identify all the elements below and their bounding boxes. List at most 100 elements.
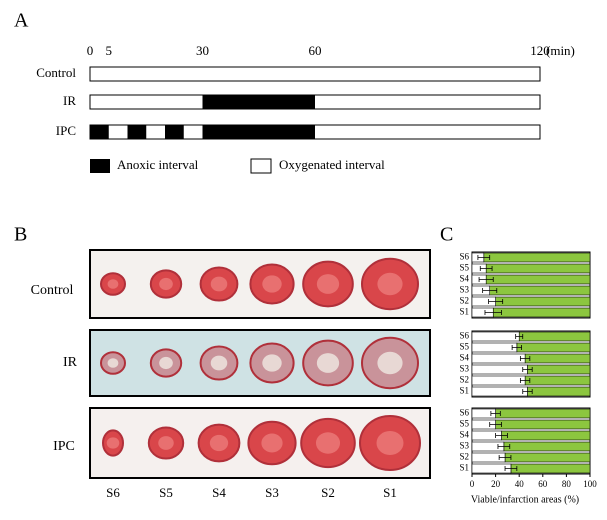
group-label: IR bbox=[63, 355, 78, 370]
heart-slice-core bbox=[158, 436, 174, 450]
viable-bar bbox=[524, 353, 591, 364]
legend-label: Anoxic interval bbox=[117, 157, 199, 172]
panel-label: B bbox=[14, 224, 27, 246]
x-tick-label: 0 bbox=[470, 479, 475, 489]
heart-slice-core bbox=[315, 432, 341, 454]
panel-label: C bbox=[440, 224, 453, 246]
error-bar bbox=[497, 444, 511, 449]
viable-bar bbox=[489, 285, 591, 296]
anoxic-interval bbox=[202, 95, 315, 109]
category-label: S5 bbox=[459, 419, 469, 429]
heart-slice-core bbox=[316, 274, 340, 294]
viable-bar bbox=[485, 263, 591, 274]
category-label: S4 bbox=[459, 274, 469, 284]
error-bar bbox=[495, 433, 508, 438]
time-tick-label: 30 bbox=[196, 43, 209, 58]
viable-bar bbox=[495, 408, 591, 419]
error-bar bbox=[489, 422, 502, 427]
error-bar bbox=[504, 466, 518, 471]
x-tick-label: 20 bbox=[491, 479, 501, 489]
viable-bar bbox=[504, 452, 591, 463]
error-bar bbox=[482, 288, 498, 293]
error-bar bbox=[490, 411, 501, 416]
heart-slice-core bbox=[262, 275, 282, 293]
x-axis-label: Viable/infarction areas (%) bbox=[471, 494, 579, 505]
viable-bar bbox=[501, 430, 591, 441]
unit-label: (min) bbox=[546, 43, 575, 58]
category-label: S1 bbox=[459, 307, 469, 317]
category-label: S3 bbox=[459, 441, 469, 451]
viable-bar bbox=[510, 463, 591, 474]
panel-label: A bbox=[14, 10, 29, 32]
error-bar bbox=[519, 356, 531, 361]
heart-slice-core bbox=[261, 433, 283, 453]
category-label: S3 bbox=[459, 285, 469, 295]
viable-bar bbox=[527, 364, 591, 375]
infarct-bar bbox=[471, 342, 518, 353]
category-label: S4 bbox=[459, 430, 469, 440]
legend-label: Oxygenated interval bbox=[279, 157, 385, 172]
error-bar bbox=[522, 367, 533, 372]
error-bar bbox=[477, 255, 491, 260]
heart-slice-core bbox=[377, 272, 403, 296]
legend-swatch bbox=[250, 158, 272, 174]
time-tick-label: 0 bbox=[87, 43, 94, 58]
plot-frame bbox=[471, 251, 591, 319]
heart-slice-core bbox=[107, 358, 119, 368]
plot-frame bbox=[471, 407, 591, 475]
heart-slice-core bbox=[376, 431, 404, 455]
row-label: IPC bbox=[56, 123, 76, 138]
row-label: IR bbox=[63, 93, 76, 108]
time-tick-label: 5 bbox=[106, 43, 113, 58]
category-label: S3 bbox=[459, 364, 469, 374]
viable-bar bbox=[495, 296, 591, 307]
group-label: Control bbox=[31, 283, 74, 298]
category-label: S5 bbox=[459, 263, 469, 273]
infarct-bar bbox=[471, 364, 528, 375]
viable-bar bbox=[503, 441, 591, 452]
sample-label: S6 bbox=[106, 485, 120, 500]
infarct-bar bbox=[471, 386, 528, 397]
error-bar bbox=[478, 277, 494, 282]
error-bar bbox=[484, 310, 502, 315]
plot-frame bbox=[471, 330, 591, 398]
sample-label: S5 bbox=[159, 485, 173, 500]
x-tick-label: 40 bbox=[515, 479, 525, 489]
heart-slice-core bbox=[106, 437, 120, 449]
heart-slice-core bbox=[210, 355, 228, 371]
viable-bar bbox=[492, 307, 591, 318]
error-bar bbox=[522, 389, 533, 394]
category-label: S2 bbox=[459, 375, 469, 385]
error-bar bbox=[498, 455, 512, 460]
anoxic-interval bbox=[127, 125, 147, 139]
heart-slice-core bbox=[316, 353, 340, 373]
category-label: S6 bbox=[459, 331, 469, 341]
viable-bar bbox=[527, 386, 591, 397]
x-tick-label: 100 bbox=[583, 479, 597, 489]
heart-slice-core bbox=[159, 277, 173, 291]
timeline-bar bbox=[89, 66, 541, 82]
anoxic-interval bbox=[202, 125, 315, 139]
heart-slice-core bbox=[107, 279, 119, 289]
x-tick-label: 60 bbox=[538, 479, 548, 489]
error-bar bbox=[479, 266, 493, 271]
infarct-bar bbox=[471, 375, 526, 386]
viable-bar bbox=[483, 252, 591, 263]
sample-label: S3 bbox=[265, 485, 279, 500]
time-tick-label: 120 bbox=[530, 43, 550, 58]
error-bar bbox=[515, 334, 524, 339]
category-label: S6 bbox=[459, 252, 469, 262]
x-tick-label: 80 bbox=[562, 479, 572, 489]
category-label: S4 bbox=[459, 353, 469, 363]
viable-bar bbox=[485, 274, 591, 285]
heart-slice-core bbox=[377, 351, 403, 375]
viable-bar bbox=[524, 375, 591, 386]
row-label: Control bbox=[36, 65, 76, 80]
time-tick-label: 60 bbox=[309, 43, 322, 58]
heart-slice-core bbox=[209, 434, 229, 452]
sample-label: S1 bbox=[383, 485, 397, 500]
category-label: S2 bbox=[459, 452, 469, 462]
viable-bar bbox=[516, 342, 591, 353]
error-bar bbox=[519, 378, 531, 383]
